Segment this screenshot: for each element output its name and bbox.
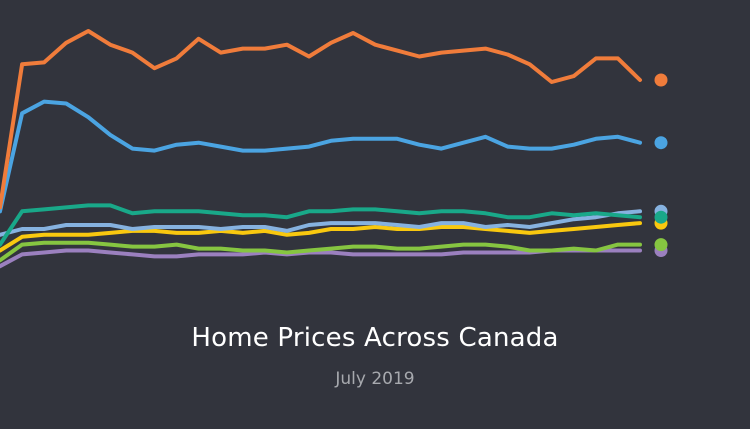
series-line-7: [0, 248, 642, 269]
series-line-5: [0, 221, 642, 253]
series-line-2: [0, 99, 642, 214]
series-line-4: [0, 209, 642, 237]
series-end-marker-2: [654, 136, 668, 150]
series-end-marker-3: [654, 210, 668, 224]
chart-title: Home Prices Across Canada: [191, 323, 559, 353]
series-lines: [0, 29, 642, 269]
chart-subtitle: July 2019: [335, 369, 415, 389]
series-line-3: [0, 203, 642, 247]
series-line-1: [0, 29, 642, 210]
series-line-6: [0, 240, 642, 263]
series-end-markers: [654, 73, 668, 257]
series-end-marker-1: [654, 73, 668, 87]
series-end-marker-6: [654, 238, 668, 252]
